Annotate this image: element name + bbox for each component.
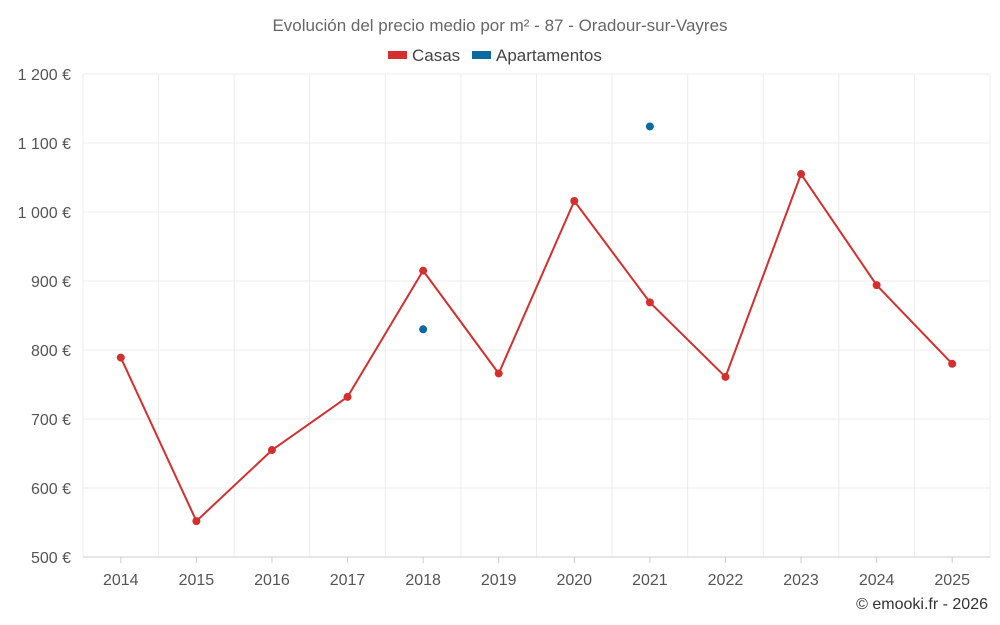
legend-item-casas[interactable]: Casas xyxy=(388,46,460,65)
x-tick-label: 2016 xyxy=(254,572,290,589)
y-tick-label: 800 € xyxy=(31,343,71,360)
data-point-casas-2019[interactable] xyxy=(494,369,503,378)
x-tick-label: 2017 xyxy=(330,572,366,589)
data-point-casas-2016[interactable] xyxy=(267,446,276,455)
x-tick-label: 2015 xyxy=(179,572,215,589)
chart-credit: © emooki.fr - 2026 xyxy=(856,596,988,613)
x-tick-label: 2014 xyxy=(103,572,139,589)
data-point-casas-2021[interactable] xyxy=(645,298,654,307)
y-tick-label: 900 € xyxy=(31,274,71,291)
legend-swatch-apartamentos xyxy=(472,51,491,59)
y-tick-label: 1 200 € xyxy=(18,67,71,84)
chart-title: Evolución del precio medio por m² - 87 -… xyxy=(272,16,727,35)
x-tick-label: 2023 xyxy=(783,572,819,589)
y-tick-label: 1 100 € xyxy=(18,136,71,153)
y-tick-label: 1 000 € xyxy=(18,205,71,222)
x-tick-label: 2019 xyxy=(481,572,517,589)
x-axis: 2014 2015 2016 2017 2018 2019 2020 2021 2022 2023… xyxy=(83,556,990,589)
x-tick-label: 2024 xyxy=(859,572,895,589)
x-tick-label: 2020 xyxy=(556,572,592,589)
x-tick-label: 2022 xyxy=(708,572,744,589)
x-tick-label: 2025 xyxy=(934,572,970,589)
data-point-casas-2020[interactable] xyxy=(570,196,579,205)
legend-swatch-casas xyxy=(388,51,407,59)
series-line-casas xyxy=(119,173,953,523)
legend: Casas Apartamentos xyxy=(388,46,602,65)
data-point-apartamentos-2018[interactable] xyxy=(419,325,428,334)
data-point-casas-2017[interactable] xyxy=(343,392,352,401)
y-axis: 500 € 600 € 700 € 800 € 900 € 1 000 € 1 100 € 1… xyxy=(18,67,71,567)
x-tick-label: 2021 xyxy=(632,572,668,589)
data-point-casas-2024[interactable] xyxy=(872,281,881,290)
data-point-casas-2014[interactable] xyxy=(116,353,125,362)
data-point-casas-2025[interactable] xyxy=(948,359,957,368)
legend-label-apartamentos: Apartamentos xyxy=(496,46,602,65)
series-layer xyxy=(116,122,957,526)
legend-label-casas: Casas xyxy=(412,46,460,65)
data-point-casas-2022[interactable] xyxy=(721,372,730,381)
data-point-casas-2015[interactable] xyxy=(192,517,201,526)
data-point-casas-2023[interactable] xyxy=(797,170,806,179)
data-point-casas-2018[interactable] xyxy=(419,266,428,275)
y-tick-label: 500 € xyxy=(31,550,71,567)
y-tick-label: 700 € xyxy=(31,412,71,429)
data-point-apartamentos-2021[interactable] xyxy=(645,122,654,131)
x-tick-label: 2018 xyxy=(405,572,441,589)
grid xyxy=(82,73,991,557)
y-tick-label: 600 € xyxy=(31,481,71,498)
legend-item-apartamentos[interactable]: Apartamentos xyxy=(472,46,602,65)
